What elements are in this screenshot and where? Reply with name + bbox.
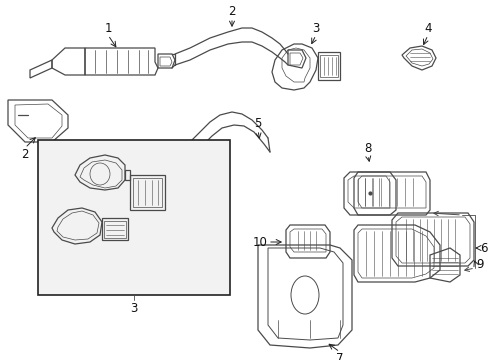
Text: 5: 5 [254,117,261,130]
Text: 9: 9 [475,258,483,271]
Text: 2: 2 [21,148,29,161]
Text: 1: 1 [104,22,112,35]
Text: 2: 2 [228,5,235,18]
Text: 4: 4 [424,22,431,35]
Text: 8: 8 [364,142,371,155]
Text: 3: 3 [130,302,138,315]
Text: 3: 3 [312,22,319,35]
Text: 7: 7 [336,352,343,360]
Text: 10: 10 [253,235,267,248]
Bar [38,140,229,295]
Text: 6: 6 [479,242,487,255]
